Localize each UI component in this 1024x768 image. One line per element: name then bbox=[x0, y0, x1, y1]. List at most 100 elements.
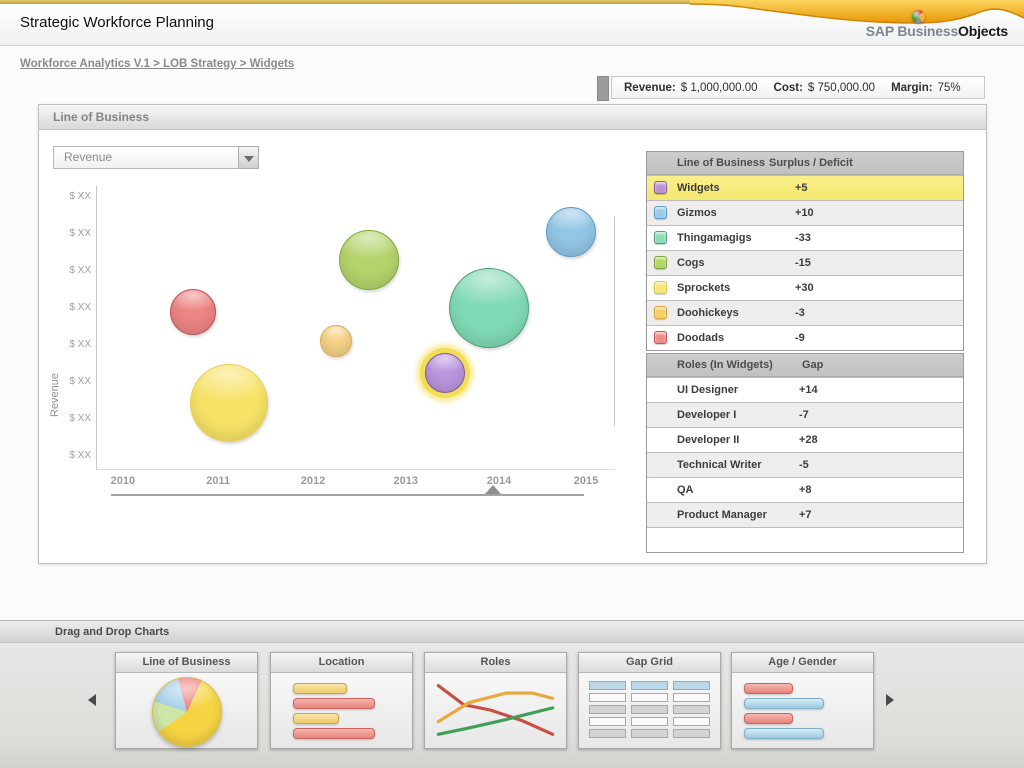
bar bbox=[293, 728, 375, 739]
businessobjects-globe-icon bbox=[912, 10, 925, 23]
timeline-year-2010[interactable]: 2010 bbox=[110, 475, 136, 487]
timeline-year-2011[interactable]: 2011 bbox=[206, 475, 231, 487]
bubble-thingamagigs[interactable] bbox=[449, 268, 530, 349]
grid-cell bbox=[589, 681, 626, 690]
grid-row bbox=[579, 693, 720, 702]
chart-thumbnail-location[interactable]: Location bbox=[270, 652, 413, 749]
grid-cell bbox=[589, 705, 626, 714]
grid-cell bbox=[631, 705, 668, 714]
row-label: Developer I bbox=[677, 409, 737, 421]
kpi-cost-value: $ 750,000.00 bbox=[807, 81, 876, 94]
grid-cell bbox=[673, 729, 710, 738]
lob-table-row[interactable]: Sprockets +30 bbox=[647, 275, 963, 300]
grid-row bbox=[579, 717, 720, 726]
timeline-year-2014[interactable]: 2014 bbox=[486, 475, 512, 487]
row-value: +14 bbox=[799, 384, 818, 396]
lob-table-row[interactable]: Cogs -15 bbox=[647, 250, 963, 275]
scroll-left-button[interactable] bbox=[84, 691, 100, 707]
timeline-year-2013[interactable]: 2013 bbox=[393, 475, 418, 487]
column-header: Gap bbox=[802, 359, 824, 371]
bubble-cogs[interactable] bbox=[338, 230, 399, 290]
grid-icon bbox=[579, 673, 720, 738]
logo-text-bold: Objects bbox=[958, 23, 1008, 39]
y-axis-tick: $ XX bbox=[69, 228, 91, 239]
chart-thumbnail-gap-grid[interactable]: Gap Grid bbox=[578, 652, 721, 749]
bar-chart-icon bbox=[271, 673, 412, 739]
roles-table-row[interactable] bbox=[647, 527, 963, 552]
thumbnail-title: Age / Gender bbox=[732, 653, 873, 673]
y-axis-tick: $ XX bbox=[69, 339, 91, 350]
lob-table-row[interactable]: Gizmos +10 bbox=[647, 200, 963, 225]
grid-cell bbox=[589, 729, 626, 738]
grid-cell bbox=[631, 729, 668, 738]
sap-businessobjects-logo: SAP BusinessObjects bbox=[866, 23, 1008, 39]
roles-table-row[interactable]: Product Manager +7 bbox=[647, 502, 963, 527]
row-value: +30 bbox=[795, 282, 814, 294]
row-label: Sprockets bbox=[677, 282, 731, 294]
roles-table-row[interactable]: Developer I -7 bbox=[647, 402, 963, 427]
chart-thumbnail-age-gender[interactable]: Age / Gender bbox=[731, 652, 874, 749]
row-label: Cogs bbox=[677, 257, 705, 269]
bar-chart-icon bbox=[732, 673, 873, 739]
lob-color-swatch bbox=[654, 281, 667, 294]
grid-cell bbox=[631, 681, 668, 690]
lob-table-row[interactable]: Doodads -9 bbox=[647, 325, 963, 350]
lob-table-row[interactable]: Doohickeys -3 bbox=[647, 300, 963, 325]
kpi-revenue-label: Revenue: bbox=[624, 81, 676, 94]
bubble-chart-plot: Revenue bbox=[49, 186, 615, 470]
row-value: -9 bbox=[795, 332, 805, 344]
grid-cell bbox=[589, 693, 626, 702]
timeline-year-2015[interactable]: 2015 bbox=[573, 475, 599, 487]
dropdown-arrow-button[interactable] bbox=[238, 146, 259, 169]
row-value: -7 bbox=[799, 409, 809, 421]
y-axis-tick: $ XX bbox=[69, 450, 91, 461]
thumbnail-title: Roles bbox=[425, 653, 566, 673]
bubble-sprockets[interactable] bbox=[190, 363, 269, 442]
grid-row bbox=[579, 729, 720, 738]
metric-dropdown-value[interactable]: Revenue bbox=[53, 146, 247, 169]
page-title: Strategic Workforce Planning bbox=[20, 14, 214, 31]
timeline-slider-handle[interactable] bbox=[484, 485, 501, 494]
row-value: +10 bbox=[795, 207, 814, 219]
timeline-axis: 2010 2011 2012 2013 2014 2015 bbox=[96, 473, 614, 505]
chart-thumbnail-roles[interactable]: Roles bbox=[424, 652, 567, 749]
roles-table-row[interactable]: QA +8 bbox=[647, 477, 963, 502]
panel-title: Line of Business bbox=[39, 105, 986, 130]
metric-dropdown[interactable]: Revenue bbox=[53, 146, 259, 169]
roles-table-row[interactable]: Developer II +28 bbox=[647, 427, 963, 452]
lob-table-row[interactable]: Thingamagigs -33 bbox=[647, 225, 963, 250]
bubble-widgets[interactable] bbox=[425, 352, 466, 393]
roles-table-row[interactable]: Technical Writer -5 bbox=[647, 452, 963, 477]
lob-color-swatch bbox=[654, 331, 667, 344]
line-chart-icon bbox=[425, 673, 566, 748]
grid-row bbox=[579, 681, 720, 690]
bubble-doodads[interactable] bbox=[169, 289, 216, 336]
timeline-year-2012[interactable]: 2012 bbox=[300, 475, 326, 487]
row-value: -5 bbox=[799, 459, 809, 471]
bar bbox=[744, 728, 824, 739]
scroll-right-button[interactable] bbox=[882, 691, 898, 707]
bubble-doohickeys[interactable] bbox=[319, 324, 352, 357]
row-label: Doodads bbox=[677, 332, 725, 344]
kpi-revenue-value: $ 1,000,000.00 bbox=[680, 81, 758, 94]
lob-table-row[interactable]: Widgets +5 bbox=[647, 175, 963, 200]
chevron-down-icon bbox=[244, 156, 254, 162]
chart-thumbnail-line-of-business[interactable]: Line of Business bbox=[115, 652, 258, 749]
row-label: Thingamagigs bbox=[677, 232, 752, 244]
row-label: Doohickeys bbox=[677, 307, 739, 319]
roles-table-row[interactable]: UI Designer +14 bbox=[647, 377, 963, 402]
breadcrumb[interactable]: Workforce Analytics V.1 > LOB Strategy >… bbox=[20, 58, 295, 70]
lob-color-swatch bbox=[654, 206, 667, 219]
column-header: Surplus / Deficit bbox=[769, 157, 853, 169]
grid-cell bbox=[631, 693, 668, 702]
bar bbox=[293, 683, 347, 694]
roles-gap-table: Roles (In Widgets) Gap UI Designer +14 Devel… bbox=[646, 353, 964, 553]
bubble-gizmos[interactable] bbox=[545, 206, 596, 257]
lob-color-swatch bbox=[654, 181, 667, 194]
pie-chart-icon bbox=[151, 677, 222, 747]
kpi-cost-label: Cost: bbox=[773, 81, 803, 94]
bar bbox=[293, 698, 375, 709]
row-label: Technical Writer bbox=[677, 459, 762, 471]
timeline-line bbox=[111, 494, 584, 496]
